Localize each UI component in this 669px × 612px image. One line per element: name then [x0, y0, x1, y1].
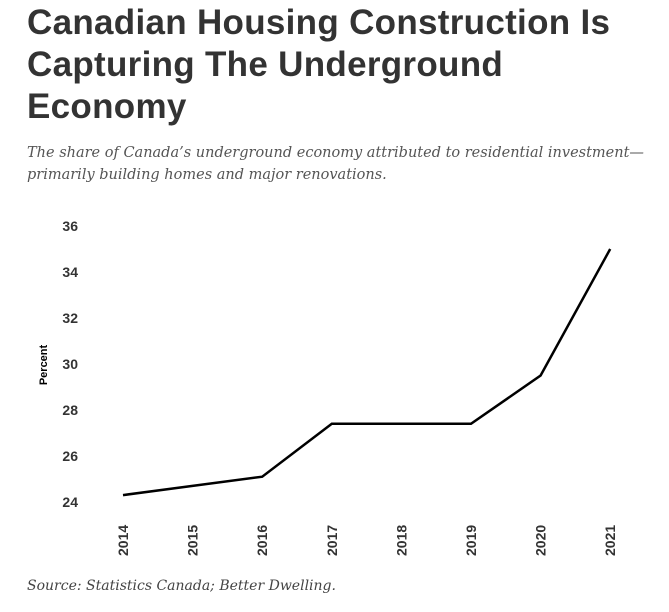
y-tick-label: 26 — [62, 448, 78, 464]
y-tick-label: 34 — [62, 264, 78, 280]
source-note: Source: Statistics Canada; Better Dwelli… — [27, 578, 336, 594]
y-tick-label: 32 — [62, 310, 78, 326]
y-tick-label: 28 — [62, 402, 78, 418]
x-tick-label: 2015 — [185, 525, 201, 556]
x-tick-label: 2018 — [393, 525, 409, 556]
y-tick-label: 24 — [62, 494, 78, 510]
series-line — [122, 248, 612, 497]
x-tick-label: 2016 — [254, 525, 270, 556]
y-axis-label: Percent — [38, 344, 50, 385]
page-subtitle: The share of Canada’s underground econom… — [27, 145, 644, 183]
y-tick-label: 30 — [62, 356, 78, 372]
x-tick-label: 2019 — [463, 525, 479, 556]
page-title: Canadian Housing Construction Is Capturi… — [27, 3, 611, 126]
x-tick-label: 2014 — [115, 525, 131, 556]
y-tick-label: 36 — [62, 218, 78, 234]
x-tick-label: 2020 — [533, 525, 549, 556]
x-tick-label: 2017 — [324, 525, 340, 556]
x-tick-label: 2021 — [602, 525, 618, 556]
